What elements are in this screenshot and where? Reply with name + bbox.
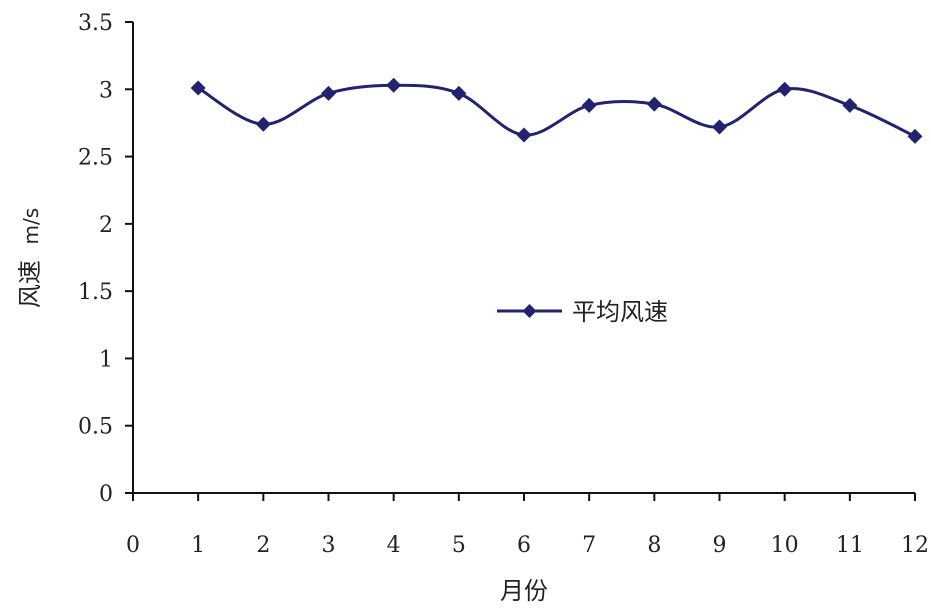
series-line <box>197 83 916 138</box>
x-tick-label: 11 <box>836 533 864 558</box>
y-axis-title: 风速 m/s <box>16 208 44 308</box>
x-tick-label: 3 <box>322 533 336 558</box>
y-tick-label: 3.5 <box>78 11 113 36</box>
x-axis-title: 月份 <box>500 577 548 605</box>
data-point <box>321 85 336 101</box>
y-tick-label: 2.5 <box>78 146 113 171</box>
data-point <box>646 96 662 112</box>
data-point <box>516 127 532 143</box>
x-tick-label: 0 <box>126 533 140 558</box>
y-ticks: 0 0.5 1 1.5 2 2.5 3 3.5 <box>78 11 133 507</box>
axes <box>132 22 915 494</box>
x-tick-label: 6 <box>517 533 531 558</box>
data-point <box>842 97 858 113</box>
y-tick-label: 1 <box>99 347 113 372</box>
data-point <box>451 85 467 101</box>
data-point <box>386 77 402 93</box>
y-tick-label: 0.5 <box>78 415 113 440</box>
series-layer <box>190 77 923 144</box>
x-tick-label: 8 <box>647 533 661 558</box>
y-tick-label: 2 <box>99 213 113 238</box>
x-tick-label: 9 <box>713 533 727 558</box>
legend: 平均风速 <box>497 298 668 326</box>
y-tick-label: 3 <box>99 78 113 103</box>
x-ticks: 0 1 2 3 4 5 6 7 8 9 10 11 12 <box>126 493 929 558</box>
data-point <box>255 116 271 132</box>
x-tick-label: 2 <box>256 533 270 558</box>
x-tick-label: 5 <box>452 533 466 558</box>
x-tick-label: 1 <box>191 533 205 558</box>
data-point <box>190 80 206 96</box>
y-tick-label: 1.5 <box>78 280 113 305</box>
data-point <box>907 128 923 144</box>
x-tick-label: 10 <box>771 533 799 558</box>
x-tick-label: 7 <box>582 533 596 558</box>
data-point <box>777 81 793 97</box>
y-tick-label: 0 <box>99 482 113 507</box>
legend-marker <box>522 304 537 318</box>
x-tick-label: 12 <box>901 533 929 558</box>
data-point <box>581 97 597 113</box>
legend-label: 平均风速 <box>572 298 668 326</box>
data-point <box>712 119 727 135</box>
x-tick-label: 4 <box>387 533 401 558</box>
